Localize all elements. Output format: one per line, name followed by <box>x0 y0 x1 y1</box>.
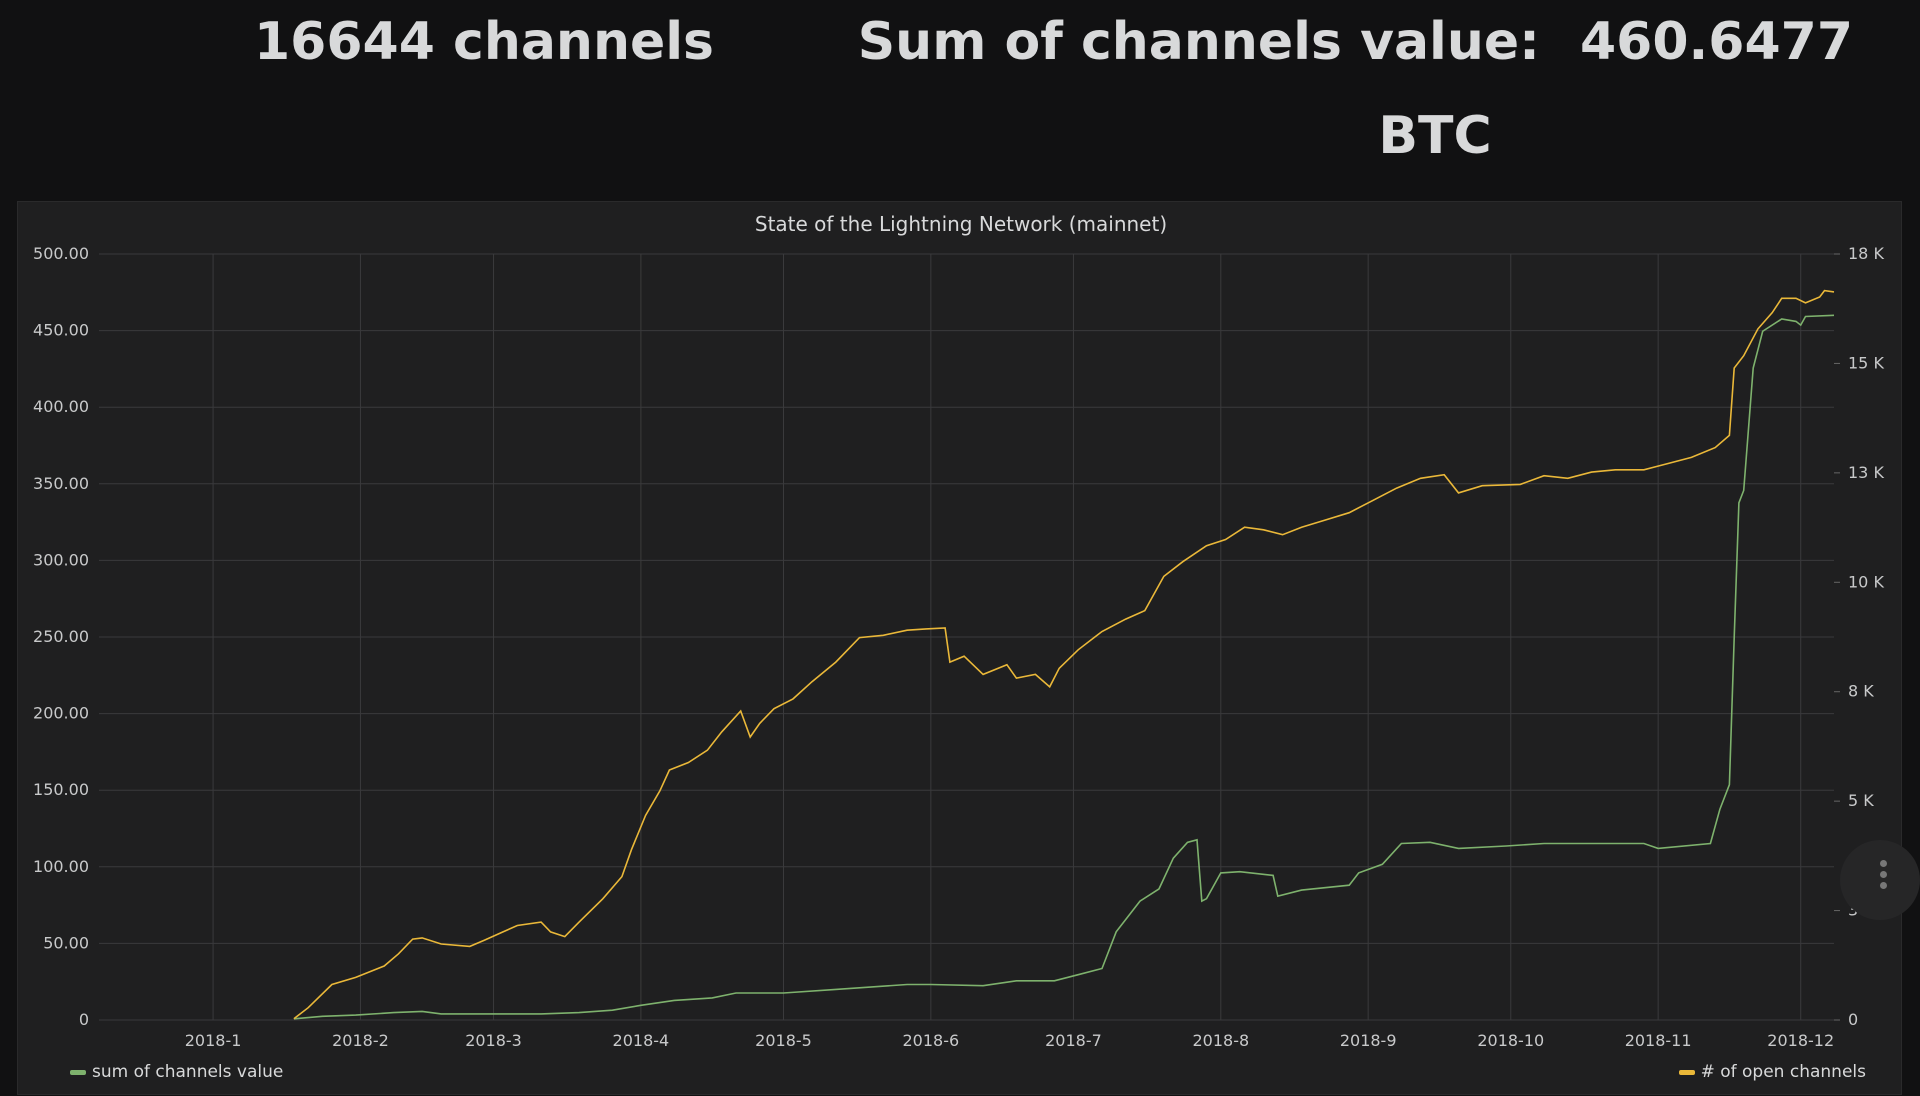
x-tick-label: 2018-11 <box>1625 1031 1692 1050</box>
y-left-tick-label: 250.00 <box>33 627 89 646</box>
line-chart: State of the Lightning Network (mainnet)… <box>33 212 1884 1050</box>
x-tick-label: 2018-1 <box>185 1031 242 1050</box>
channel-count-stat: 16644 channels <box>253 12 715 72</box>
y-right-tick-label: 15 K <box>1848 353 1884 372</box>
y-left-tick-label: 100.00 <box>33 857 89 876</box>
panel-menu-button[interactable] <box>1840 840 1920 920</box>
chart-title: State of the Lightning Network (mainnet) <box>755 212 1167 236</box>
x-tick-label: 2018-12 <box>1767 1031 1834 1050</box>
series-open-channels-line <box>293 289 1835 1020</box>
x-tick-label: 2018-6 <box>903 1031 960 1050</box>
y-left-tick-label: 50.00 <box>43 933 89 952</box>
x-tick-label: 2018-2 <box>332 1031 389 1050</box>
x-tick-label: 2018-9 <box>1340 1031 1397 1050</box>
x-tick-label: 2018-7 <box>1045 1031 1102 1050</box>
more-icon <box>1880 860 1887 867</box>
sum-unit: BTC <box>1378 106 1492 166</box>
y-left-tick-label: 450.00 <box>33 321 89 340</box>
y-right-tick-label: 5 K <box>1848 791 1874 810</box>
y-left-tick-label: 300.00 <box>33 550 89 569</box>
legend-swatch <box>1678 1069 1695 1075</box>
x-tick-label: 2018-5 <box>755 1031 812 1050</box>
x-tick-label: 2018-10 <box>1477 1031 1544 1050</box>
legend-label: sum of channels value <box>92 1062 284 1082</box>
chart-panel: State of the Lightning Network (mainnet)… <box>17 201 1902 1095</box>
y-left-tick-label: 150.00 <box>33 780 89 799</box>
sum-label: Sum of channels value: <box>857 12 1540 72</box>
y-left-tick-label: 350.00 <box>33 474 89 493</box>
legend-item-sum[interactable]: sum of channels value <box>70 1062 283 1082</box>
y-left-tick-label: 0 <box>79 1010 89 1029</box>
y-right-tick-label: 18 K <box>1848 244 1884 263</box>
y-left-tick-label: 400.00 <box>33 397 89 416</box>
x-tick-label: 2018-4 <box>613 1031 670 1050</box>
sum-value-stat: Sum of channels value: 460.6477 <box>858 12 1853 72</box>
sum-value: 460.6477 <box>1579 12 1853 72</box>
x-tick-label: 2018-3 <box>465 1031 522 1050</box>
y-right-tick-label: 8 K <box>1848 682 1874 701</box>
y-right-tick-label: 0 <box>1848 1010 1858 1029</box>
y-right-tick-label: 10 K <box>1848 572 1884 591</box>
x-tick-label: 2018-8 <box>1192 1031 1249 1050</box>
legend-swatch <box>70 1069 86 1075</box>
legend-label: # of open channels <box>1700 1062 1866 1082</box>
series-sum-value-line <box>293 314 1835 1020</box>
y-right-tick-label: 13 K <box>1848 463 1884 482</box>
legend-item-channels[interactable]: # of open channels <box>1678 1062 1866 1082</box>
y-left-tick-label: 500.00 <box>33 244 89 263</box>
y-left-tick-label: 200.00 <box>33 704 89 723</box>
